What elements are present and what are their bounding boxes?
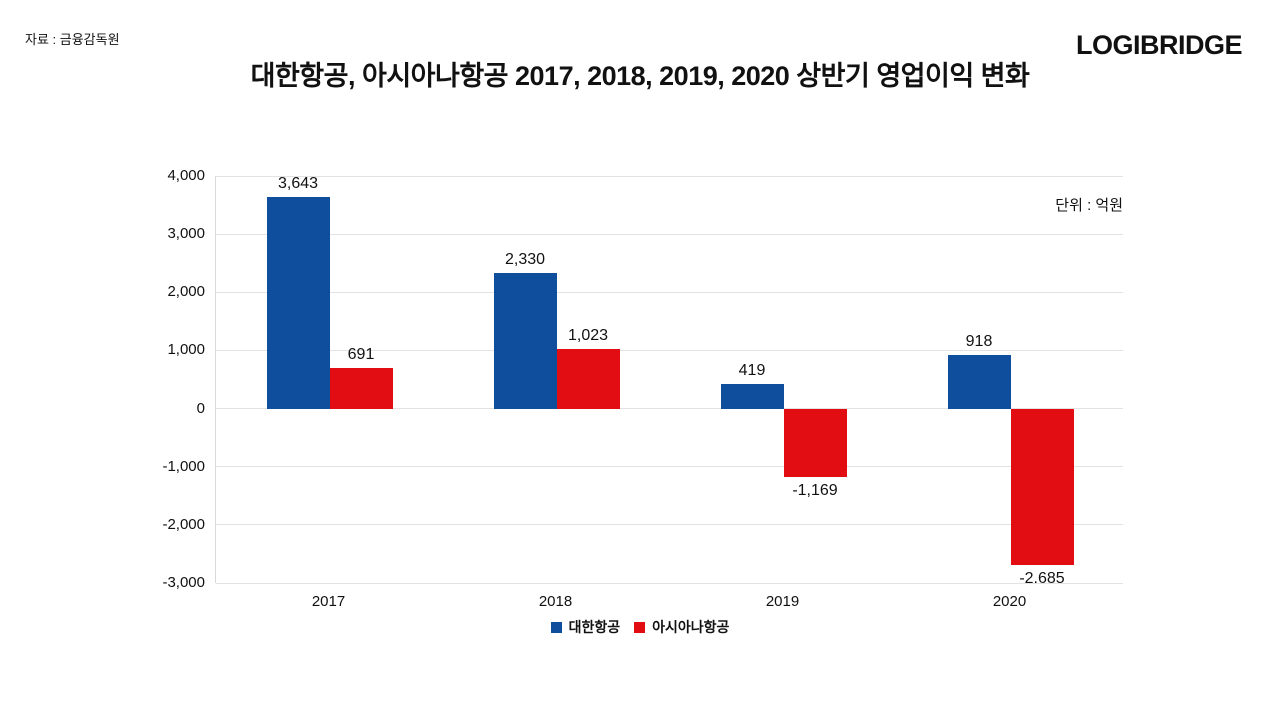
x-axis-label-2019: 2019 bbox=[765, 593, 800, 610]
bar-value-label: 3,643 bbox=[277, 174, 319, 192]
x-axis-label-2017: 2017 bbox=[311, 593, 346, 610]
bar-value-label: 1,023 bbox=[567, 327, 609, 345]
bar-대한항공-2017 bbox=[266, 196, 330, 409]
y-tick-label: -2,000 bbox=[162, 515, 205, 533]
source-label: 자료 : 금융감독원 bbox=[25, 32, 120, 47]
bar-아시아나항공-2020 bbox=[1010, 408, 1074, 565]
logibridge-logo: LOGIBRIDGE bbox=[1075, 30, 1243, 60]
y-tick-label: 2,000 bbox=[167, 283, 205, 301]
y-tick-label: 1,000 bbox=[167, 341, 205, 359]
bar-아시아나항공-2018 bbox=[556, 349, 620, 409]
bar-아시아나항공-2019 bbox=[783, 408, 847, 477]
x-axis-label-2018: 2018 bbox=[538, 593, 573, 610]
y-tick-label: -3,000 bbox=[162, 574, 205, 591]
bar-대한항공-2019 bbox=[720, 384, 784, 409]
bar-아시아나항공-2017 bbox=[329, 368, 393, 409]
legend-label: 대한항공 bbox=[568, 619, 621, 635]
bar-value-label: 918 bbox=[965, 333, 993, 351]
gridline bbox=[216, 408, 1123, 410]
unit-label: 단위 : 억원 bbox=[1055, 197, 1123, 214]
legend-swatch-icon bbox=[634, 621, 646, 633]
y-tick-label: 4,000 bbox=[167, 167, 205, 184]
gridline bbox=[216, 524, 1123, 526]
bar-value-label: 2,330 bbox=[504, 251, 546, 269]
bar-value-label: 691 bbox=[347, 346, 375, 364]
gridline bbox=[216, 233, 1123, 235]
bar-대한항공-2018 bbox=[493, 273, 557, 409]
legend-swatch-icon bbox=[550, 621, 562, 633]
gridline bbox=[216, 466, 1123, 468]
bar-value-label: 419 bbox=[738, 362, 766, 380]
bar-value-label: -1,169 bbox=[792, 481, 838, 499]
page-title: 대한항공, 아시아나항공 2017, 2018, 2019, 2020 상반기 … bbox=[250, 61, 1030, 91]
bar-value-label: -2.685 bbox=[1019, 569, 1065, 587]
y-tick-label: -1,000 bbox=[162, 457, 205, 475]
gridline bbox=[216, 291, 1123, 293]
y-tick-label: 3,000 bbox=[167, 225, 205, 243]
legend: 대한항공 아시아나항공 bbox=[0, 617, 1280, 637]
legend-item-대한항공: 대한항공 bbox=[550, 617, 621, 637]
gridline bbox=[216, 349, 1123, 351]
x-axis-label-2020: 2020 bbox=[992, 593, 1027, 610]
bar-chart-plot: 3,643 691 2,330 1,023 419 -1,169 918 -2.685 bbox=[215, 174, 1123, 587]
bar-대한항공-2020 bbox=[947, 355, 1011, 409]
gridline bbox=[216, 582, 1123, 584]
legend-item-아시아나항공: 아시아나항공 bbox=[634, 617, 729, 637]
gridline bbox=[216, 175, 1123, 177]
legend-label: 아시아나항공 bbox=[652, 619, 730, 635]
y-tick-label: 0 bbox=[196, 399, 205, 417]
